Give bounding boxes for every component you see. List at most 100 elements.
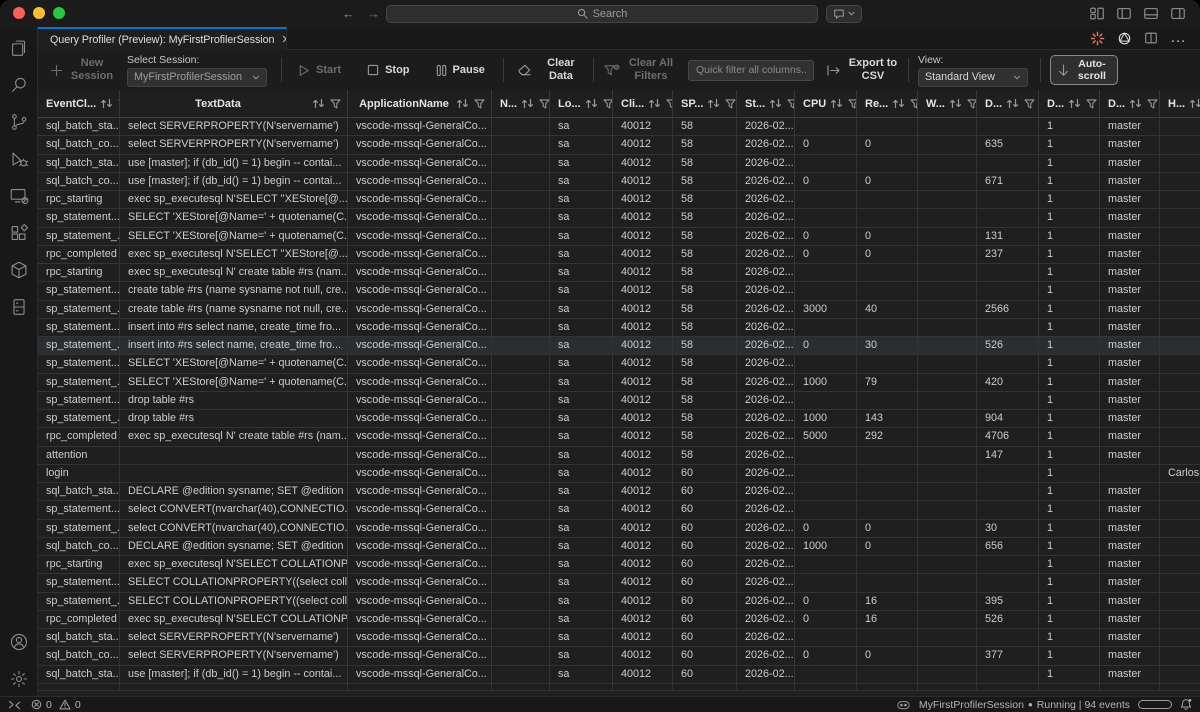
table-cell[interactable] (1160, 337, 1200, 354)
table-cell[interactable]: 58 (673, 264, 737, 282)
table-cell[interactable] (795, 464, 857, 482)
sort-icon[interactable] (456, 98, 469, 109)
table-cell[interactable] (120, 464, 348, 482)
table-cell[interactable]: sp_statement... (38, 209, 120, 227)
table-row[interactable]: sql_batch_co... use [master]; if (db_id()… (38, 172, 1200, 191)
table-cell[interactable]: exec sp_executesql N'SELECT COLLATIONP..… (120, 610, 348, 628)
table-cell[interactable] (918, 355, 977, 373)
table-cell[interactable]: vscode-mssql-GeneralCo... (348, 519, 492, 537)
table-row[interactable]: sp_statement_... SELECT COLLATIONPROPERTY… (38, 592, 1200, 611)
table-cell[interactable]: vscode-mssql-GeneralCo... (348, 428, 492, 446)
table-cell[interactable]: 58 (673, 337, 737, 355)
table-cell[interactable]: 0 (857, 136, 918, 154)
sort-icon[interactable] (312, 98, 325, 109)
table-cell[interactable]: sql_batch_co... (38, 136, 120, 154)
table-cell[interactable] (918, 264, 977, 282)
table-cell[interactable]: 2026-02... (737, 191, 795, 209)
table-cell[interactable]: 0 (857, 647, 918, 665)
table-cell[interactable]: 1 (1039, 136, 1100, 154)
table-cell[interactable]: sa (550, 647, 613, 665)
table-cell[interactable]: sp_statement_... (38, 410, 120, 428)
table-cell[interactable]: sa (550, 574, 613, 592)
table-cell[interactable] (492, 428, 550, 446)
table-cell[interactable]: insert into #rs select name, create_time… (120, 318, 348, 336)
table-cell[interactable] (1160, 355, 1200, 372)
table-cell[interactable]: 40012 (613, 647, 673, 665)
table-cell[interactable]: master (1100, 501, 1160, 519)
sort-icon[interactable] (1129, 98, 1142, 109)
table-row[interactable]: sql_batch_co... select SERVERPROPERTY(N's… (38, 136, 1200, 155)
table-cell[interactable]: 1 (1039, 337, 1100, 355)
filter-icon[interactable] (1147, 98, 1158, 109)
toggle-primary-sidebar-icon[interactable] (1116, 6, 1132, 21)
table-cell[interactable]: master (1100, 264, 1160, 282)
table-cell[interactable] (1160, 209, 1200, 226)
table-cell[interactable]: sa (550, 629, 613, 647)
table-cell[interactable]: 1 (1039, 227, 1100, 245)
table-cell[interactable] (918, 245, 977, 263)
table-cell[interactable] (977, 501, 1039, 519)
table-cell[interactable]: 0 (857, 227, 918, 245)
table-cell[interactable]: sp_statement_... (38, 592, 120, 610)
sort-icon[interactable] (707, 98, 720, 109)
table-cell[interactable]: sp_statement... (38, 355, 120, 373)
table-cell[interactable] (492, 410, 550, 428)
column-header-n[interactable]: N... (492, 90, 550, 117)
table-cell[interactable]: 58 (673, 172, 737, 190)
table-cell[interactable]: sql_batch_sta... (38, 118, 120, 136)
table-row[interactable]: sp_statement... select CONVERT(nvarchar(4… (38, 501, 1200, 520)
table-cell[interactable]: 40012 (613, 446, 673, 464)
table-cell[interactable]: select CONVERT(nvarchar(40),CONNECTIO... (120, 519, 348, 537)
table-cell[interactable] (492, 483, 550, 501)
column-header-d[interactable]: D... (1100, 90, 1160, 117)
table-cell[interactable] (918, 337, 977, 355)
table-cell[interactable]: 40012 (613, 665, 673, 683)
table-cell[interactable]: master (1100, 610, 1160, 628)
table-cell[interactable]: 40012 (613, 355, 673, 373)
table-cell[interactable]: select CONVERT(nvarchar(40),CONNECTIO... (120, 501, 348, 519)
export-csv-button[interactable]: Export to CSV (826, 57, 899, 83)
table-row[interactable]: rpc_starting exec sp_executesql N' create… (38, 264, 1200, 283)
table-cell[interactable]: sa (550, 191, 613, 209)
table-cell[interactable] (1160, 410, 1200, 427)
table-cell[interactable]: master (1100, 647, 1160, 665)
table-cell[interactable]: 1 (1039, 209, 1100, 227)
table-cell[interactable] (492, 373, 550, 391)
table-cell[interactable]: sa (550, 464, 613, 482)
sidebar-item-run-and-debug[interactable] (8, 148, 30, 170)
table-cell[interactable]: create table #rs (name sysname not null,… (120, 282, 348, 300)
table-row[interactable]: sql_batch_sta... use [master]; if (db_id(… (38, 665, 1200, 684)
table-cell[interactable]: 1000 (795, 410, 857, 428)
table-cell[interactable]: master (1100, 373, 1160, 391)
table-cell[interactable]: 40012 (613, 282, 673, 300)
table-cell[interactable]: 60 (673, 629, 737, 647)
table-cell[interactable]: vscode-mssql-GeneralCo... (348, 556, 492, 574)
table-cell[interactable] (918, 464, 977, 482)
table-cell[interactable] (857, 318, 918, 336)
column-header-sp[interactable]: SP... (673, 90, 737, 117)
filter-icon[interactable] (603, 98, 613, 109)
table-cell[interactable]: sql_batch_sta... (38, 665, 120, 683)
table-cell[interactable] (918, 282, 977, 300)
session-dropdown[interactable]: MyFirstProfilerSession (127, 67, 267, 87)
table-cell[interactable]: 2026-02... (737, 245, 795, 263)
table-cell[interactable]: 1 (1039, 191, 1100, 209)
table-cell[interactable]: 2566 (977, 300, 1039, 318)
table-cell[interactable] (918, 647, 977, 665)
table-cell[interactable] (977, 574, 1039, 592)
table-cell[interactable] (977, 191, 1039, 209)
table-cell[interactable] (1160, 447, 1200, 464)
table-cell[interactable]: 0 (795, 227, 857, 245)
table-cell[interactable] (492, 136, 550, 154)
table-cell[interactable]: rpc_completed (38, 610, 120, 628)
column-header-re[interactable]: Re... (857, 90, 918, 117)
table-cell[interactable]: 58 (673, 391, 737, 409)
table-cell[interactable]: 60 (673, 592, 737, 610)
table-cell[interactable]: 58 (673, 136, 737, 154)
sidebar-item-database[interactable] (8, 296, 30, 318)
table-cell[interactable]: 40012 (613, 337, 673, 355)
table-cell[interactable]: 0 (795, 245, 857, 263)
table-cell[interactable]: sp_statement_... (38, 519, 120, 537)
table-cell[interactable] (492, 464, 550, 482)
table-cell[interactable]: 1 (1039, 300, 1100, 318)
